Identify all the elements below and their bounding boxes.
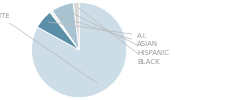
Wedge shape <box>73 2 79 50</box>
Wedge shape <box>37 12 79 50</box>
Text: A.I.: A.I. <box>48 22 148 39</box>
Text: BLACK: BLACK <box>79 8 160 65</box>
Wedge shape <box>52 3 79 50</box>
Wedge shape <box>50 11 79 50</box>
Text: ASIAN: ASIAN <box>56 15 158 47</box>
Text: WHITE: WHITE <box>0 13 97 83</box>
Text: HISPANIC: HISPANIC <box>66 10 169 56</box>
Wedge shape <box>31 2 127 98</box>
